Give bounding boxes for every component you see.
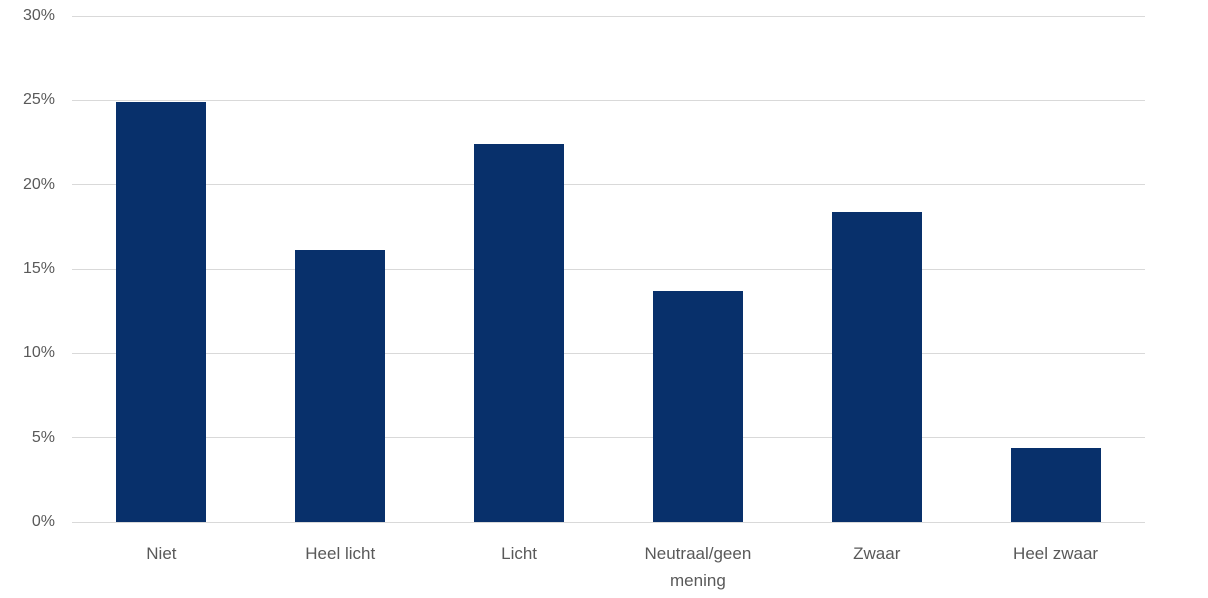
x-axis-label-zwaar: Zwaar [853, 544, 901, 563]
bar-heel-zwaar [1010, 447, 1101, 522]
gridline-0 [72, 521, 1145, 523]
y-axis-tick-label: 15% [22, 260, 55, 277]
y-axis-tick-label: 30% [22, 7, 55, 24]
y-axis-tick-label: 0% [31, 513, 55, 530]
gridline-30 [72, 15, 1145, 17]
bar-zwaar [831, 211, 922, 522]
x-axis-label-heel-licht: Heel licht [305, 544, 376, 563]
gridline-15 [72, 268, 1145, 270]
bar-niet [116, 102, 207, 522]
x-axis-label-niet: Niet [146, 544, 177, 563]
x-axis-label-neutraal-geen-mening: Neutraal/geen mening [644, 544, 752, 590]
gridline-10 [72, 352, 1145, 354]
gridline-25 [72, 99, 1145, 101]
gridline-20 [72, 184, 1145, 186]
y-axis-tick-label: 10% [22, 344, 55, 362]
gridline-5 [72, 437, 1145, 439]
x-axis-label-licht: Licht [501, 544, 538, 563]
y-axis-tick-label: 20% [22, 175, 55, 193]
bar-licht [474, 144, 565, 522]
y-axis-tick-label: 5% [31, 428, 55, 446]
bar-heel-licht [295, 250, 386, 522]
x-axis-label-heel-zwaar: Heel zwaar [1013, 544, 1099, 563]
bar-neutraal-geen-mening [652, 290, 743, 522]
y-axis-tick-label: 25% [22, 91, 55, 109]
